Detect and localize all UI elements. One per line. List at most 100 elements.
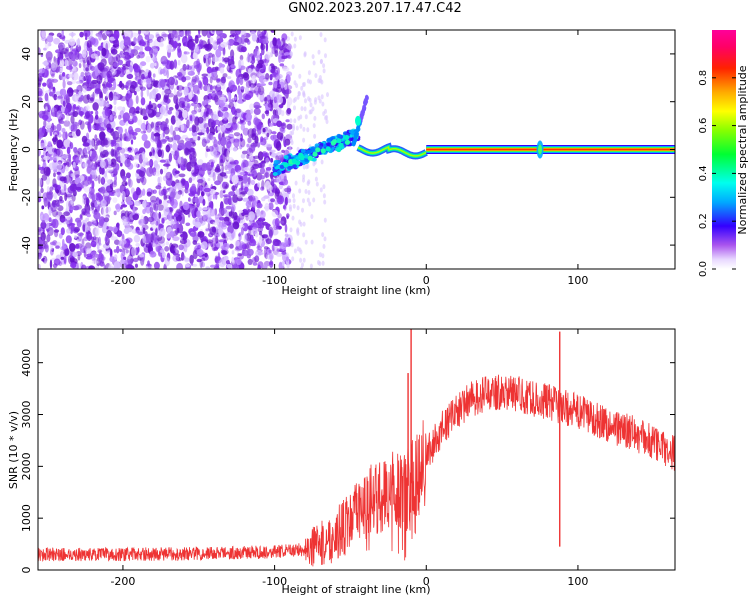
noise-blob	[47, 113, 52, 117]
noise-blob	[183, 86, 189, 96]
noise-blob	[142, 116, 149, 120]
noise-blob	[282, 205, 286, 210]
noise-blob	[236, 76, 240, 86]
faint-noise-blob	[302, 91, 306, 97]
noise-blob	[203, 111, 207, 119]
noise-blob	[197, 132, 205, 136]
noise-blob	[38, 253, 42, 260]
noise-blob	[177, 35, 181, 41]
noise-blob	[183, 243, 188, 253]
noise-blob	[121, 248, 129, 256]
noise-blob	[124, 128, 128, 133]
branch-spot	[325, 146, 331, 152]
noise-blob	[80, 95, 84, 100]
noise-blob	[42, 162, 47, 169]
noise-blob	[41, 125, 46, 134]
noise-blob	[63, 211, 70, 216]
noise-blob	[270, 68, 276, 74]
noise-blob	[110, 158, 117, 168]
noise-blob	[224, 135, 232, 140]
bump-inner	[538, 144, 542, 155]
noise-blob	[264, 110, 269, 115]
noise-blob	[159, 79, 166, 88]
noise-blob	[202, 198, 206, 206]
noise-blob	[123, 218, 127, 226]
noise-blob	[229, 243, 234, 249]
noise-blob	[196, 58, 201, 69]
noise-blob	[86, 213, 91, 218]
noise-blob	[147, 40, 150, 48]
noise-blob	[150, 102, 157, 110]
noise-blob	[53, 229, 60, 233]
noise-blob	[231, 203, 236, 212]
noise-blob	[70, 200, 74, 205]
noise-blob	[71, 31, 74, 38]
branch-blob	[272, 172, 278, 176]
noise-blob	[52, 263, 58, 269]
noise-blob	[86, 56, 92, 66]
noise-blob	[267, 102, 274, 108]
noise-blob	[142, 208, 147, 215]
noise-blob	[238, 92, 243, 101]
noise-blob	[191, 169, 199, 173]
noise-blob	[119, 259, 125, 268]
noise-blob	[284, 233, 289, 237]
noise-blob	[43, 166, 51, 176]
noise-blob	[225, 259, 230, 265]
noise-blob	[66, 65, 73, 70]
noise-blob	[194, 45, 199, 53]
noise-blob	[201, 73, 208, 77]
noise-blob	[98, 174, 101, 184]
noise-blob	[177, 59, 181, 66]
noise-blob	[281, 251, 287, 255]
noise-blob	[38, 164, 41, 168]
faint-noise-blob	[319, 187, 323, 193]
noise-blob	[240, 227, 244, 236]
faint-noise-blob	[299, 221, 303, 227]
noise-blob	[111, 139, 117, 147]
noise-blob	[192, 196, 196, 205]
faint-noise-blob	[302, 126, 306, 132]
noise-blob	[173, 94, 179, 105]
noise-blob	[124, 182, 128, 186]
noise-blob	[47, 146, 55, 155]
noise-blob	[126, 200, 134, 206]
figure-title: GN02.2023.207.17.47.C42	[288, 1, 462, 16]
noise-blob	[281, 149, 285, 153]
noise-blob	[194, 221, 202, 228]
noise-blob	[265, 157, 270, 165]
spectrogram-ytick-label: -20	[20, 188, 33, 206]
noise-blob	[247, 176, 251, 185]
noise-blob	[182, 201, 190, 211]
noise-blob	[146, 124, 151, 133]
noise-blob	[210, 68, 218, 72]
noise-blob	[122, 112, 130, 122]
noise-blob	[146, 191, 152, 197]
noise-blob	[93, 122, 97, 129]
noise-blob	[213, 95, 219, 103]
noise-blob	[205, 44, 212, 52]
branch-spot	[307, 155, 313, 161]
noise-blob	[207, 55, 211, 65]
noise-blob	[184, 30, 188, 39]
noise-blob	[154, 136, 159, 145]
noise-blob	[168, 76, 176, 86]
noise-blob	[149, 250, 156, 258]
colorbar-gradient	[712, 30, 736, 269]
noise-blob	[275, 225, 283, 230]
noise-blob	[46, 186, 50, 192]
noise-blob	[124, 158, 131, 168]
snr-xtick-label: -100	[262, 575, 287, 588]
noise-blob	[156, 121, 163, 126]
noise-blob	[48, 91, 54, 97]
noise-blob	[197, 206, 202, 212]
noise-blob	[122, 133, 127, 142]
noise-blob	[247, 137, 252, 144]
noise-blob	[82, 162, 89, 168]
noise-blob	[42, 82, 47, 87]
noise-blob	[278, 104, 284, 109]
noise-blob	[130, 187, 135, 195]
noise-blob	[95, 138, 100, 147]
